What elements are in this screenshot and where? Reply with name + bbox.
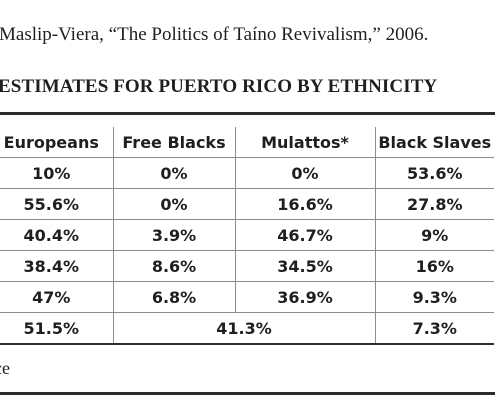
- table-cell: 34.5%: [234, 250, 376, 282]
- table-cell: 51.5%: [0, 312, 114, 345]
- table-row: 47% 6.8% 36.9% 9.3%: [0, 281, 494, 313]
- table-cell: 53.6%: [374, 157, 494, 189]
- table-row: 10% 0% 0% 53.6%: [0, 157, 494, 189]
- table-cell: 0%: [112, 188, 236, 220]
- table-cell: 27.8%: [374, 188, 494, 220]
- citation-text: Maslip-Viera, “The Politics of Taíno Rev…: [0, 24, 429, 45]
- table-cell: 16%: [374, 250, 494, 282]
- table-cell: 36.9%: [234, 281, 376, 313]
- table-header-row: Europeans Free Blacks Mulattos* Black Sl…: [0, 127, 494, 158]
- header-free-blacks: Free Blacks: [112, 127, 236, 158]
- table-cell: 8.6%: [112, 250, 236, 282]
- table-cell: 9%: [374, 219, 494, 251]
- table-cell: 0%: [112, 157, 236, 189]
- table-cell: 46.7%: [234, 219, 376, 251]
- table-cell: 10%: [0, 157, 114, 189]
- estimates-table: Europeans Free Blacks Mulattos* Black Sl…: [0, 127, 494, 345]
- table-cell: 9.3%: [374, 281, 494, 313]
- table-title: ESTIMATES FOR PUERTO RICO BY ETHNICITY: [0, 76, 438, 97]
- header-black-slaves: Black Slaves: [374, 127, 494, 158]
- table-cell: 7.3%: [374, 312, 494, 345]
- table-bottom-rule: [0, 392, 495, 395]
- estimates-table-container: Europeans Free Blacks Mulattos* Black Sl…: [0, 127, 495, 345]
- source-note-fragment: ce: [0, 358, 10, 378]
- table-cell: 3.9%: [112, 219, 236, 251]
- table-top-rule: [0, 112, 495, 115]
- table-cell: 55.6%: [0, 188, 114, 220]
- table-row: 51.5% 41.3% 7.3%: [0, 312, 494, 345]
- header-europeans: Europeans: [0, 127, 114, 158]
- table-row: 38.4% 8.6% 34.5% 16%: [0, 250, 494, 282]
- table-cell: 38.4%: [0, 250, 114, 282]
- table-row: 40.4% 3.9% 46.7% 9%: [0, 219, 494, 251]
- header-mulattos: Mulattos*: [234, 127, 376, 158]
- table-cell: 47%: [0, 281, 114, 313]
- table-cell: 6.8%: [112, 281, 236, 313]
- table-cell: 40.4%: [0, 219, 114, 251]
- table-cell: 0%: [234, 157, 376, 189]
- table-cell: 16.6%: [234, 188, 376, 220]
- table-row: 55.6% 0% 16.6% 27.8%: [0, 188, 494, 220]
- table-cell-merged: 41.3%: [112, 312, 376, 345]
